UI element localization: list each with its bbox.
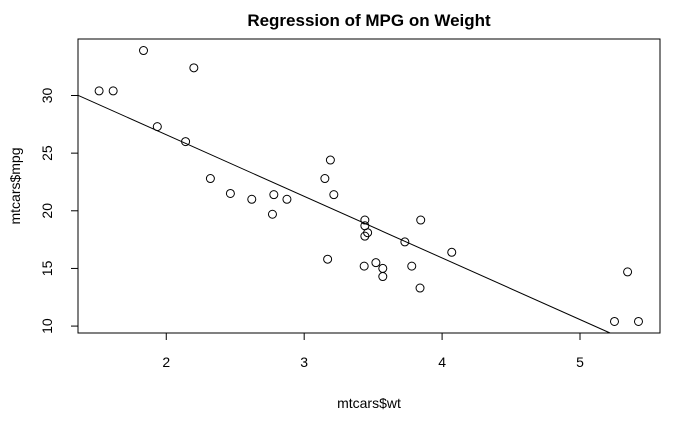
data-point (225, 188, 235, 198)
data-point (108, 86, 118, 96)
data-point (267, 209, 277, 219)
y-tick-label: 25 (39, 145, 55, 161)
data-point (323, 254, 333, 264)
data-point (371, 258, 381, 268)
data-point (269, 190, 279, 200)
data-point (282, 194, 292, 204)
data-point (378, 272, 388, 282)
data-point (416, 215, 426, 225)
data-point (181, 137, 191, 147)
data-point (247, 194, 257, 204)
data-point (378, 263, 388, 273)
data-point (623, 267, 633, 277)
x-tick-label: 5 (576, 354, 584, 370)
y-tick-label: 30 (39, 87, 55, 103)
data-point (415, 283, 425, 293)
data-point (94, 86, 104, 96)
data-point (359, 261, 369, 271)
data-point (400, 237, 410, 247)
x-tick-label: 2 (162, 354, 170, 370)
plot-frame (77, 38, 661, 334)
data-point (360, 231, 370, 241)
regression-line (77, 94, 611, 334)
data-point (152, 122, 162, 132)
data-point (320, 174, 330, 184)
data-point (329, 190, 339, 200)
data-point (189, 63, 199, 73)
x-tick-label: 4 (438, 354, 446, 370)
data-point (360, 215, 370, 225)
chart-title: Regression of MPG on Weight (247, 11, 491, 30)
data-point (609, 316, 619, 326)
data-point (447, 247, 457, 257)
y-axis-label: mtcars$mpg (7, 147, 23, 224)
x-axis: 2 3 4 5 (162, 333, 584, 370)
data-point (205, 174, 215, 184)
x-axis-label: mtcars$wt (337, 395, 401, 411)
data-point (633, 316, 643, 326)
y-tick-label: 10 (39, 318, 55, 334)
y-tick-label: 15 (39, 260, 55, 276)
y-axis: 10 15 20 25 30 (39, 87, 78, 334)
y-tick-label: 20 (39, 203, 55, 219)
data-point (325, 155, 335, 165)
plot-area (77, 46, 643, 334)
x-tick-label: 3 (300, 354, 308, 370)
data-point (139, 46, 149, 56)
data-point (407, 261, 417, 271)
